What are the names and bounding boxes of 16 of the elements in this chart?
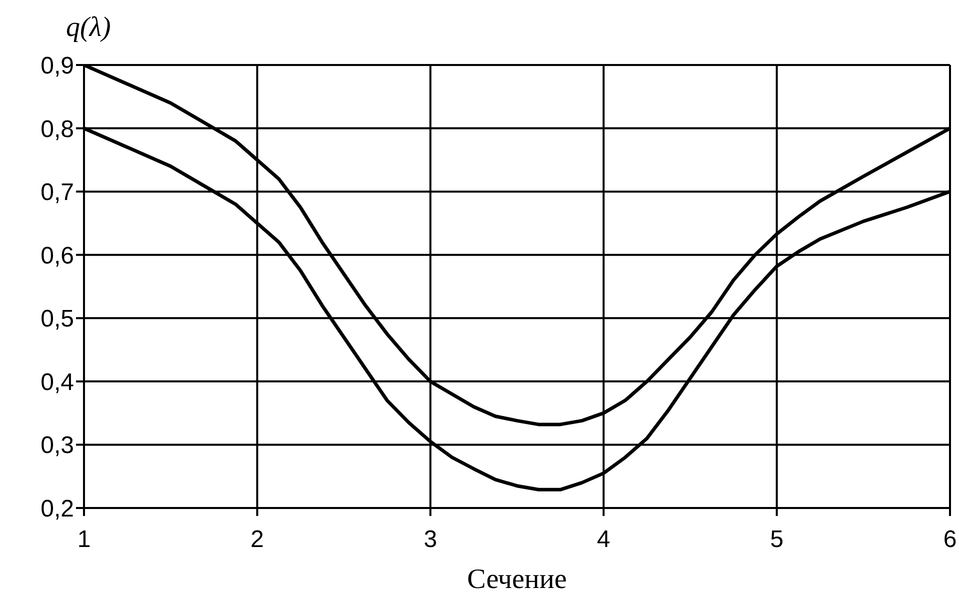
x-tick-label: 2 bbox=[250, 526, 264, 554]
x-tick-label: 4 bbox=[596, 526, 610, 554]
y-tick-label: 0,7 bbox=[40, 179, 74, 206]
x-tick-label: 6 bbox=[943, 526, 957, 554]
y-tick-label: 0,6 bbox=[40, 242, 74, 270]
y-tick-label: 0,2 bbox=[40, 496, 74, 523]
y-tick-label: 0,8 bbox=[40, 116, 74, 143]
y-tick-label: 0,4 bbox=[40, 368, 74, 396]
x-axis-title: Сечение bbox=[467, 564, 567, 595]
y-axis-title: q(λ) bbox=[66, 12, 111, 44]
y-tick-label: 0,3 bbox=[40, 432, 74, 460]
y-tick-label: 0,9 bbox=[40, 52, 74, 80]
x-tick-label: 1 bbox=[77, 526, 91, 554]
x-tick-label: 5 bbox=[770, 526, 784, 554]
y-tick-label: 0,5 bbox=[40, 306, 74, 333]
x-tick-label: 3 bbox=[424, 526, 438, 554]
